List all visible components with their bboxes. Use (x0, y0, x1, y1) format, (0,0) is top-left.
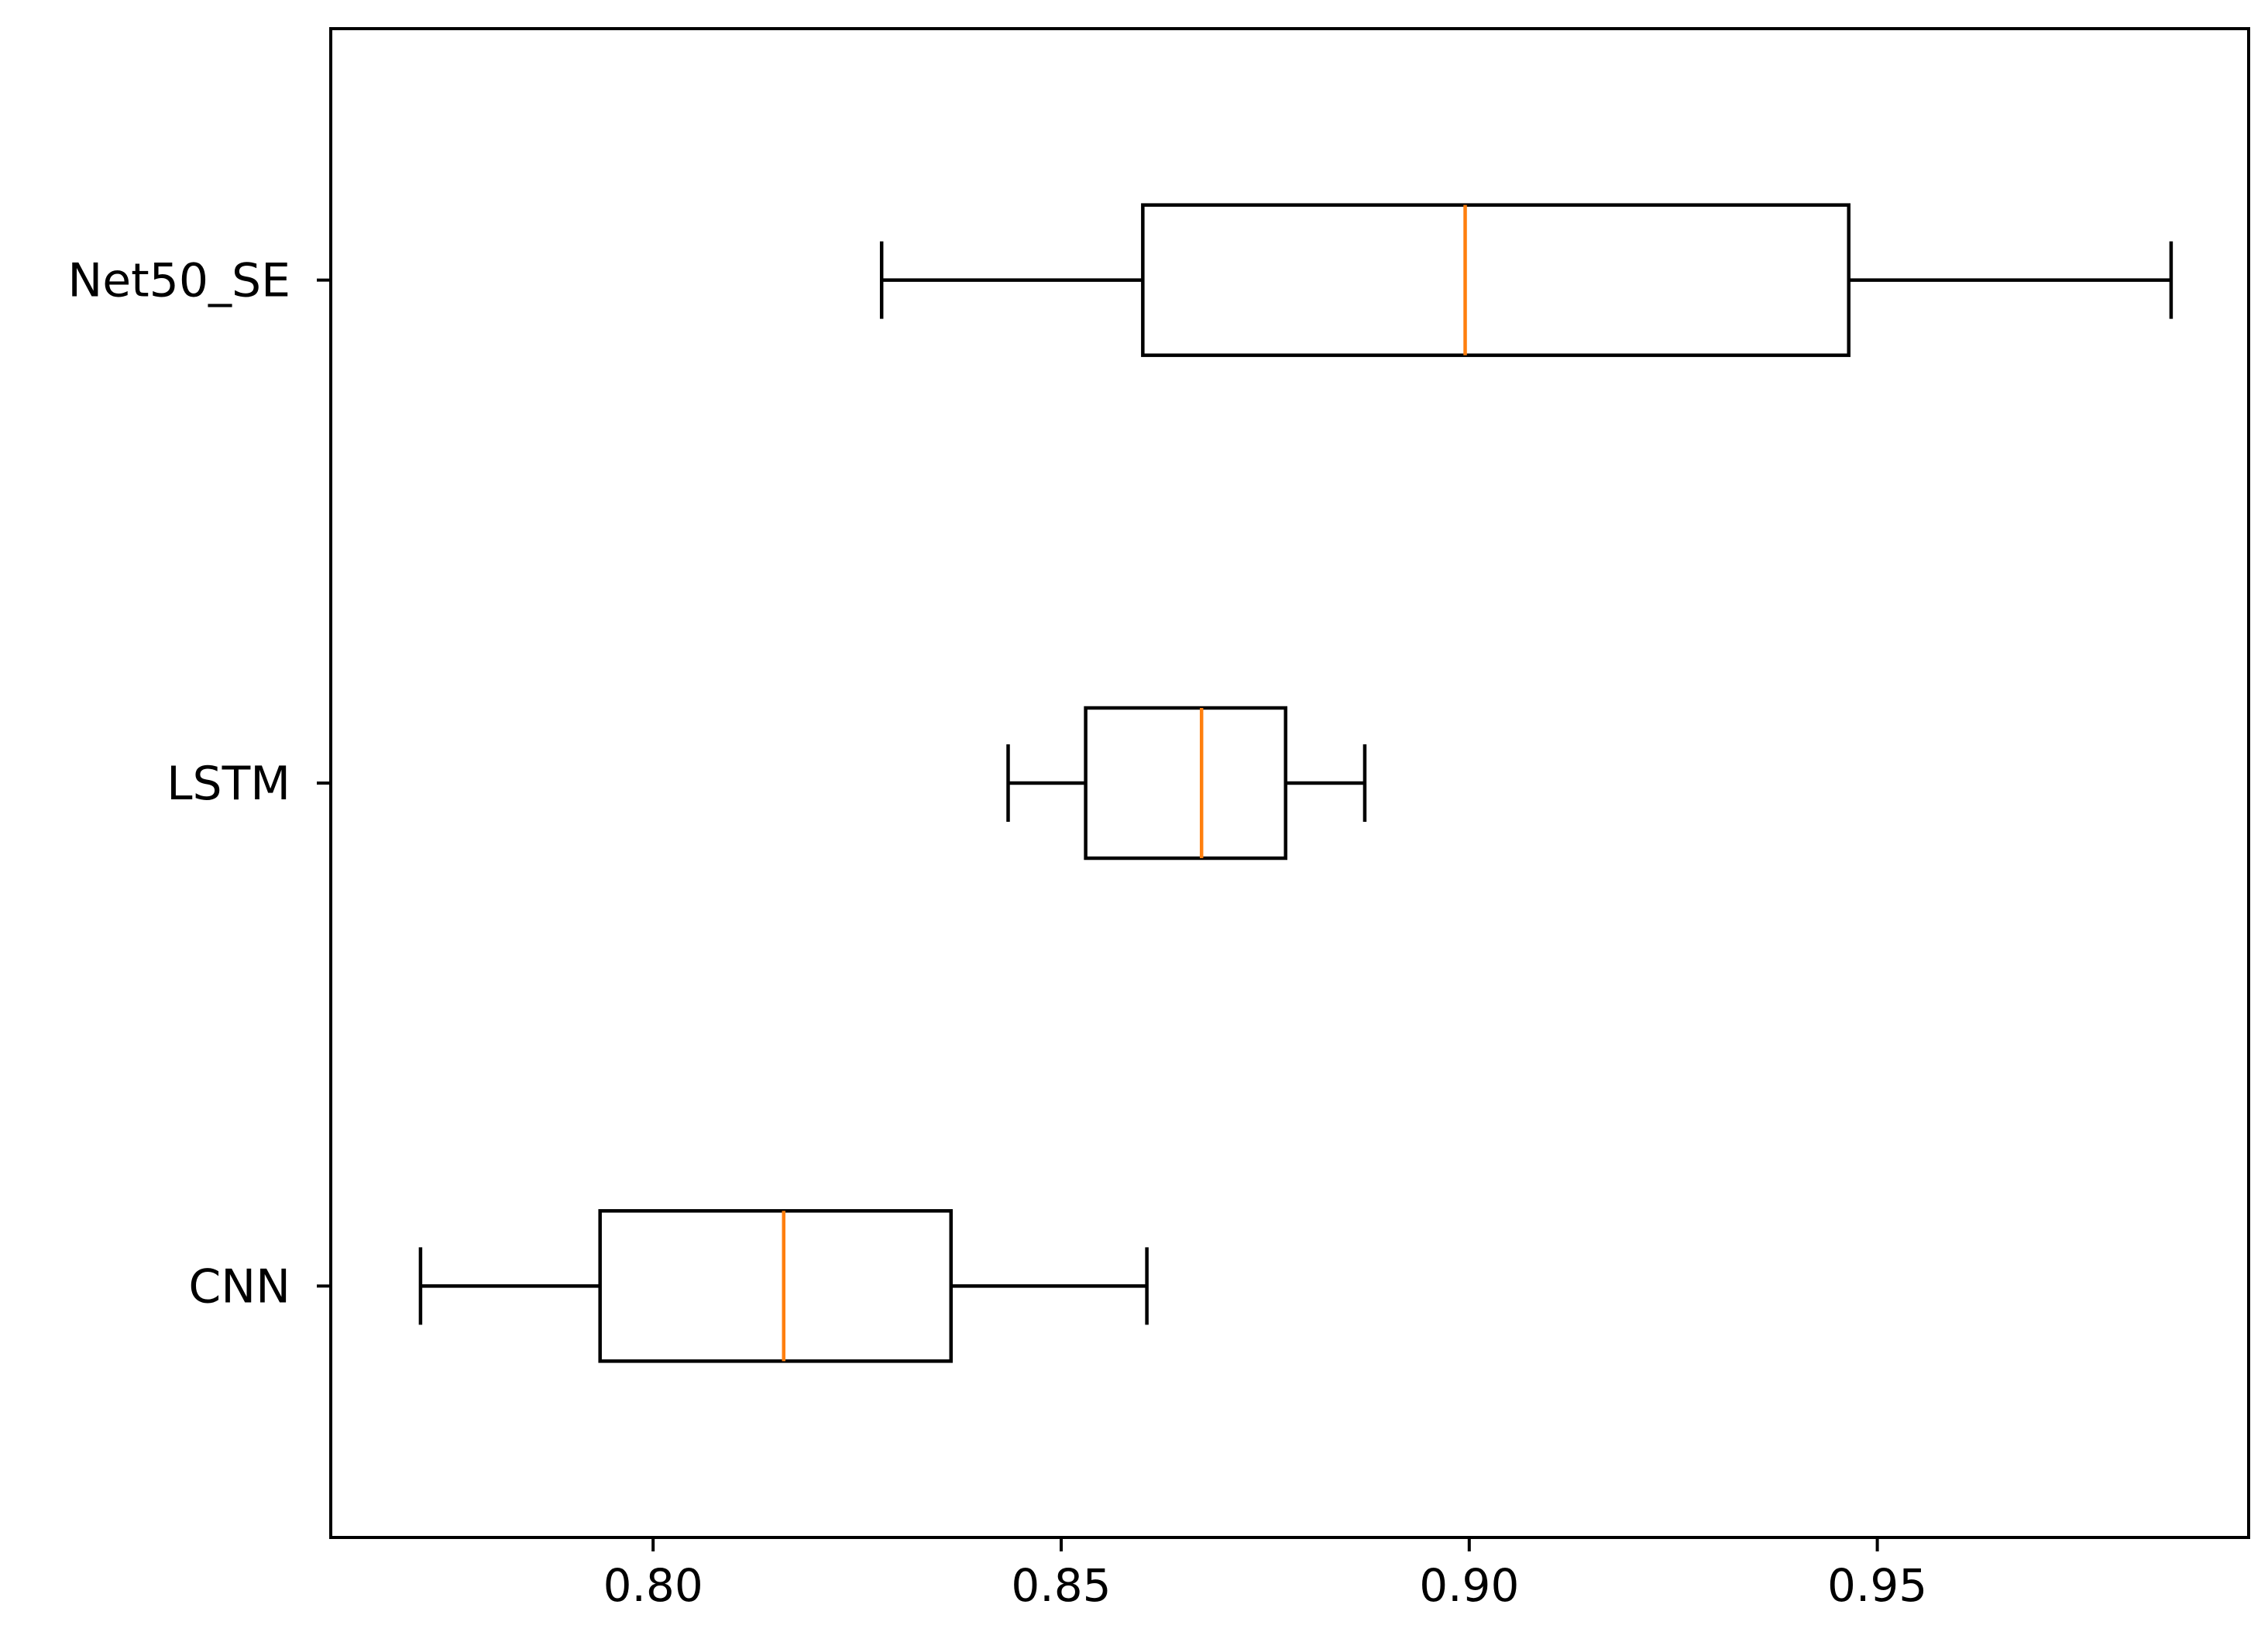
iqr-box (598, 1209, 953, 1363)
y-tick-label: CNN (188, 1259, 290, 1314)
iqr-box (1141, 203, 1850, 357)
x-tick-label: 0.80 (603, 1559, 703, 1612)
x-tick-label: 0.95 (1827, 1559, 1927, 1612)
iqr-box (1084, 706, 1287, 861)
x-tick-label: 0.90 (1419, 1559, 1519, 1612)
x-axis-ticks: 0.80 0.85 0.90 0.95 (603, 1537, 1927, 1612)
y-tick-label: LSTM (167, 757, 290, 811)
box-net50-se (879, 203, 2174, 357)
x-tick-label: 0.85 (1011, 1559, 1111, 1612)
y-tick-label: Net50_SE (67, 254, 290, 308)
y-axis-ticks: Net50_SE LSTM CNN (67, 254, 331, 1314)
box-lstm (1006, 706, 1367, 861)
box-cnn (418, 1209, 1149, 1363)
box-series (418, 203, 2174, 1363)
